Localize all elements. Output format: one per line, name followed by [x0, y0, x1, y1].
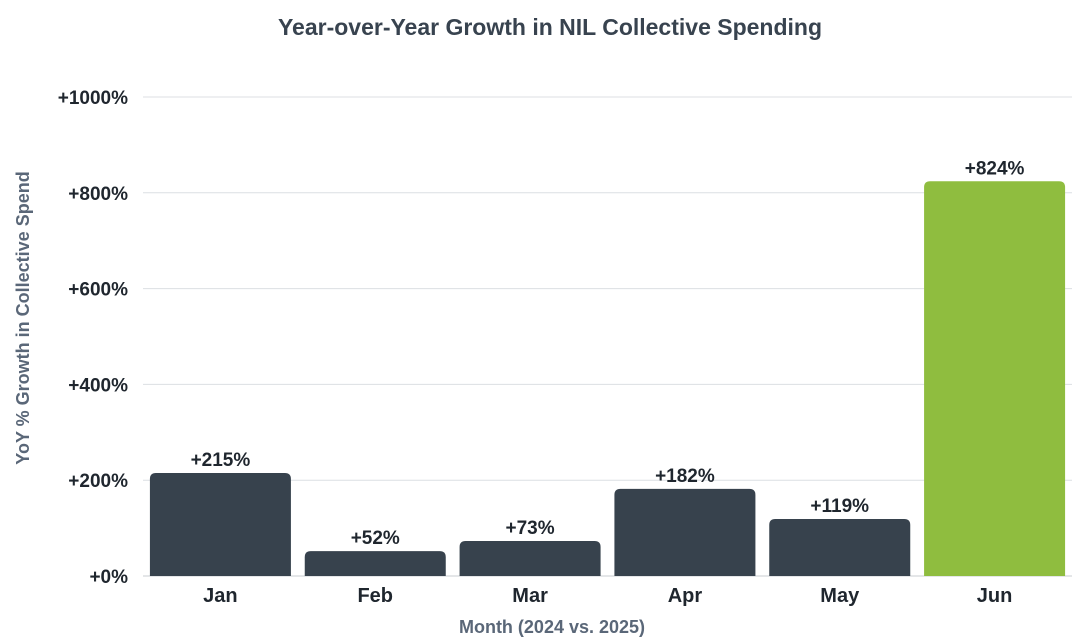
y-tick-label: +800% — [68, 184, 128, 205]
bars — [149, 181, 1066, 576]
data-label-jan: +215% — [191, 450, 251, 471]
x-tick-label-jun: Jun — [977, 585, 1013, 607]
data-labels: +215% +52% +73% +182% +119% +824% — [191, 158, 1025, 549]
x-tick-label-feb: Feb — [357, 585, 393, 607]
bar-jun — [924, 181, 1066, 576]
data-label-mar: +73% — [506, 518, 555, 539]
x-tick-label-mar: Mar — [512, 585, 548, 607]
y-tick-label: +1000% — [58, 88, 128, 109]
gridlines — [143, 96, 1072, 577]
data-label-feb: +52% — [351, 528, 400, 549]
x-axis-label: Month (2024 vs. 2025) — [459, 617, 645, 637]
chart-title: Year-over-Year Growth in NIL Collective … — [278, 14, 822, 40]
data-label-jun: +824% — [965, 158, 1025, 179]
bar-apr — [614, 488, 756, 576]
x-axis-ticks: Jan Feb Mar Apr May Jun — [203, 585, 1012, 607]
y-axis-ticks: +0% +200% +400% +600% +800% +1000% — [58, 88, 128, 588]
y-tick-label: +600% — [68, 280, 128, 301]
bar-jan — [149, 473, 291, 576]
bar-mar — [459, 541, 601, 576]
x-tick-label-may: May — [820, 585, 860, 607]
bar-feb — [304, 551, 446, 576]
y-tick-label: +400% — [68, 375, 128, 396]
y-tick-label: +0% — [89, 567, 128, 588]
data-label-apr: +182% — [655, 466, 715, 487]
y-axis-label: YoY % Growth in Collective Spend — [13, 171, 33, 464]
x-tick-label-apr: Apr — [668, 585, 703, 607]
data-label-may: +119% — [810, 496, 869, 517]
x-tick-label-jan: Jan — [203, 585, 237, 607]
y-tick-label: +200% — [68, 471, 128, 492]
bar-may — [769, 518, 911, 576]
